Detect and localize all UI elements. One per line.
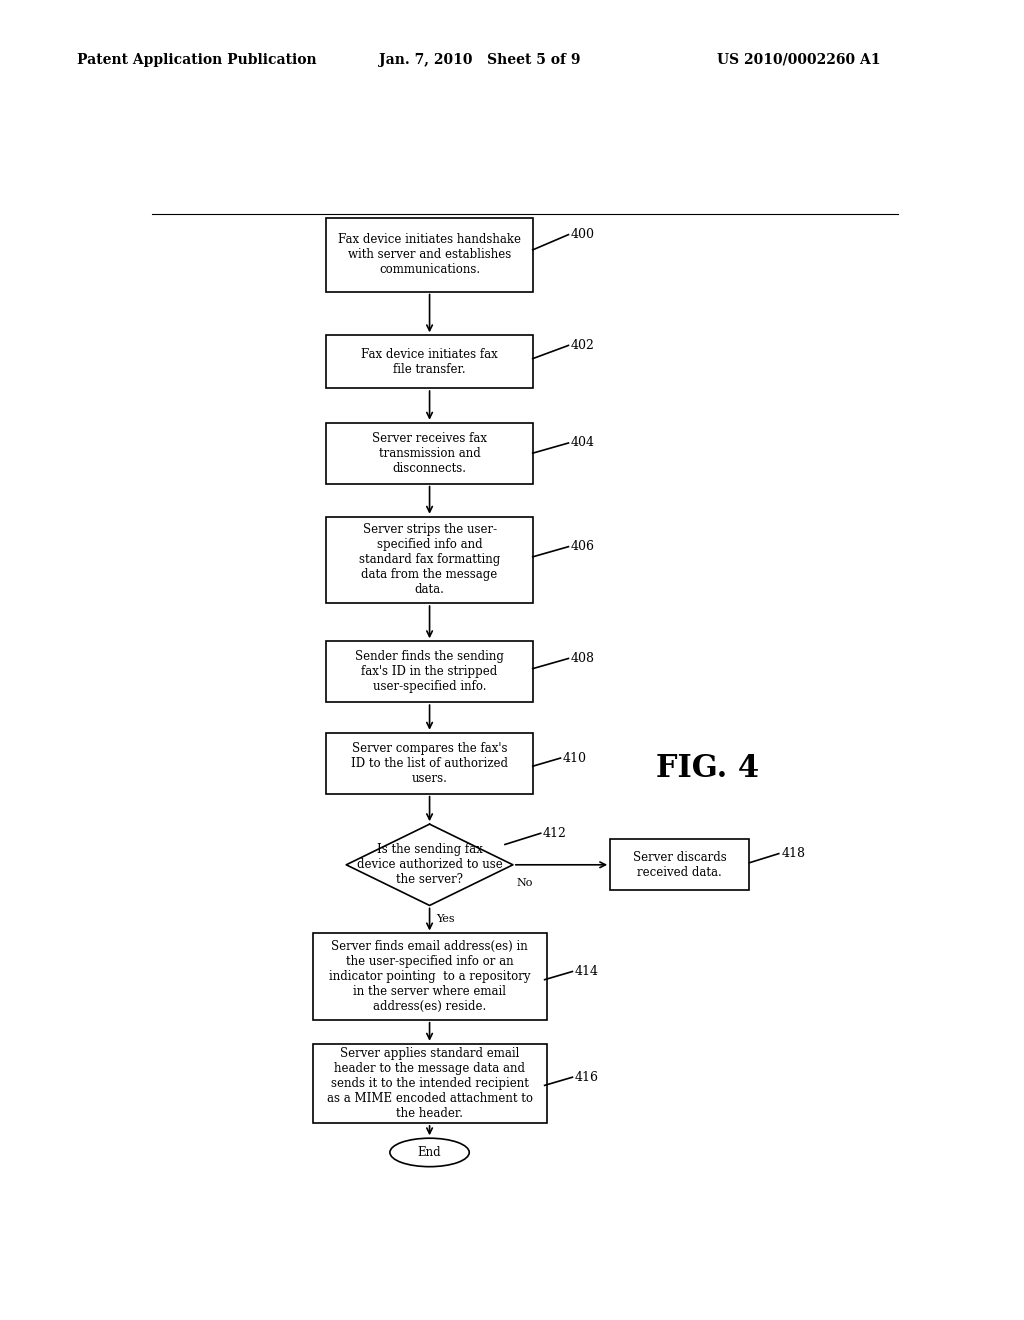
FancyBboxPatch shape (327, 642, 532, 702)
Polygon shape (346, 824, 513, 906)
FancyBboxPatch shape (610, 840, 749, 890)
Text: 410: 410 (563, 751, 587, 764)
Text: 414: 414 (574, 965, 599, 978)
Text: Server compares the fax's
ID to the list of authorized
users.: Server compares the fax's ID to the list… (351, 742, 508, 784)
FancyBboxPatch shape (312, 933, 547, 1020)
FancyBboxPatch shape (327, 422, 532, 483)
Text: 412: 412 (543, 826, 567, 840)
Text: Sender finds the sending
fax's ID in the stripped
user-specified info.: Sender finds the sending fax's ID in the… (355, 651, 504, 693)
Text: Server finds email address(es) in
the user-specified info or an
indicator pointi: Server finds email address(es) in the us… (329, 940, 530, 1014)
Text: 404: 404 (570, 437, 595, 450)
Text: FIG. 4: FIG. 4 (655, 752, 759, 784)
Text: Server receives fax
transmission and
disconnects.: Server receives fax transmission and dis… (372, 432, 487, 475)
Text: Fax device initiates handshake
with server and establishes
communications.: Fax device initiates handshake with serv… (338, 234, 521, 276)
Text: US 2010/0002260 A1: US 2010/0002260 A1 (717, 53, 881, 67)
Text: 402: 402 (570, 339, 595, 352)
Text: 418: 418 (781, 847, 805, 861)
FancyBboxPatch shape (327, 335, 532, 388)
Text: Server applies standard email
header to the message data and
sends it to the int: Server applies standard email header to … (327, 1047, 532, 1119)
Text: No: No (517, 878, 534, 888)
Ellipse shape (390, 1138, 469, 1167)
Text: Is the sending fax
device authorized to use
the server?: Is the sending fax device authorized to … (356, 843, 503, 886)
Text: 408: 408 (570, 652, 595, 665)
Text: Patent Application Publication: Patent Application Publication (77, 53, 316, 67)
Text: End: End (418, 1146, 441, 1159)
FancyBboxPatch shape (327, 733, 532, 793)
Text: Fax device initiates fax
file transfer.: Fax device initiates fax file transfer. (361, 347, 498, 376)
Text: Yes: Yes (436, 913, 455, 924)
Text: Jan. 7, 2010   Sheet 5 of 9: Jan. 7, 2010 Sheet 5 of 9 (379, 53, 581, 67)
Text: Server strips the user-
specified info and
standard fax formatting
data from the: Server strips the user- specified info a… (359, 523, 500, 597)
Text: 400: 400 (570, 228, 595, 242)
Text: 406: 406 (570, 540, 595, 553)
Text: 416: 416 (574, 1071, 599, 1084)
FancyBboxPatch shape (327, 218, 532, 292)
FancyBboxPatch shape (327, 516, 532, 603)
Text: Server discards
received data.: Server discards received data. (633, 851, 726, 879)
FancyBboxPatch shape (312, 1044, 547, 1123)
